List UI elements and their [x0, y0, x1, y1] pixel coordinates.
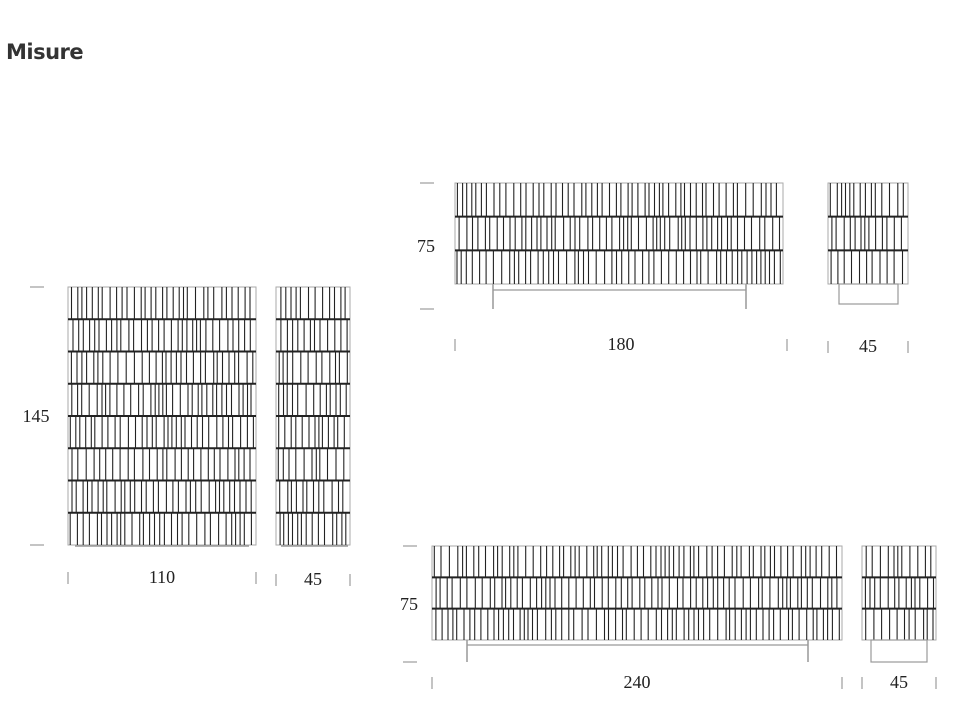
sideboard-180-depth-label: 45	[859, 336, 877, 356]
sideboard-180-front-outline	[454, 182, 784, 285]
sideboard-240-height-label: 75	[400, 594, 418, 614]
sideboard-180-side-outline	[827, 182, 909, 285]
sideboard-240-depth-label: 45	[890, 672, 908, 692]
tall-cabinet-width-label: 110	[149, 567, 175, 587]
sideboard-240-width-label: 240	[624, 672, 651, 692]
sideboard-180-side-base	[838, 283, 899, 305]
sideboard-180-width-label: 180	[608, 334, 635, 354]
sideboard-180-height-label: 75	[417, 236, 435, 256]
section-title: Misure	[6, 40, 84, 64]
sideboard-240-side-base	[870, 639, 928, 663]
tall-cabinet-depth-label: 45	[304, 569, 322, 589]
tall-cabinet-height-label: 145	[23, 406, 50, 426]
